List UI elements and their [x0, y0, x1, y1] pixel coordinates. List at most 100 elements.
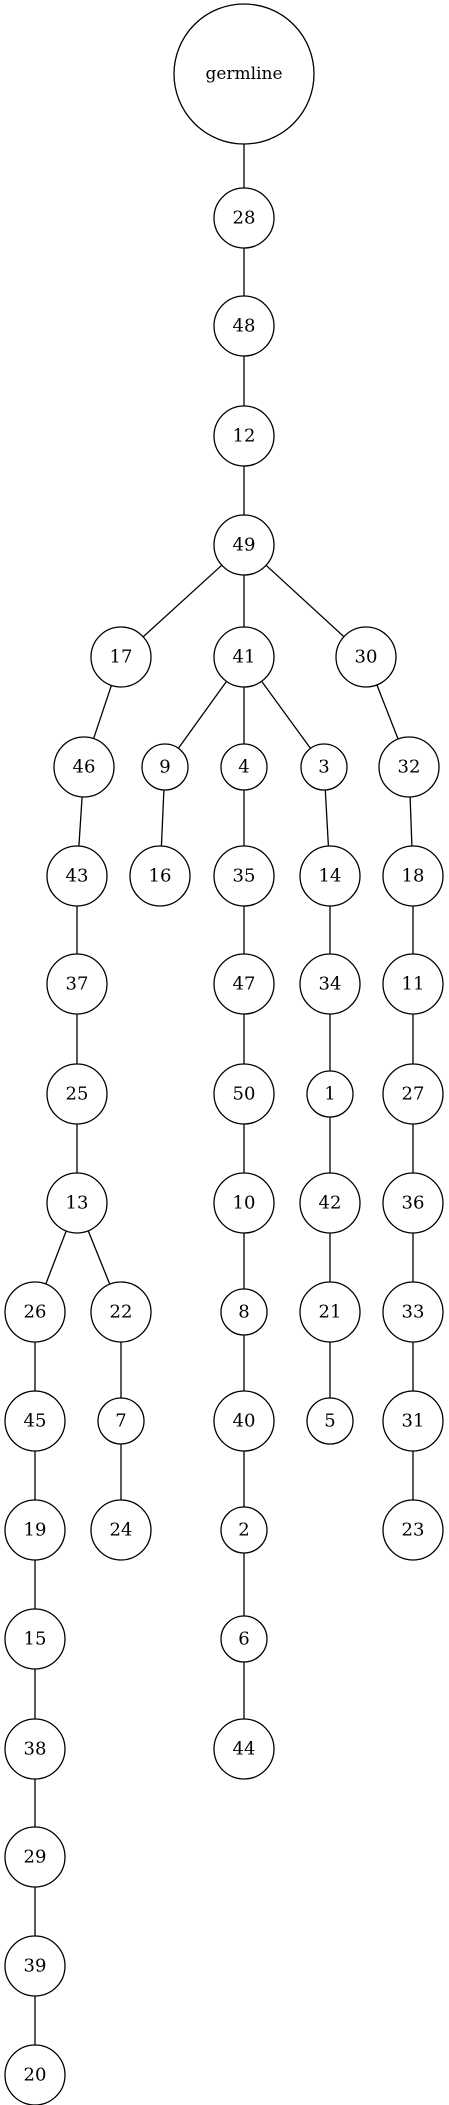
tree-node-48: 48 — [213, 295, 275, 357]
edge-13-22 — [87, 1230, 111, 1285]
tree-node-29: 29 — [4, 1826, 66, 1888]
node-label: 29 — [24, 1847, 47, 1868]
node-circle — [299, 845, 361, 907]
node-circle — [213, 187, 275, 249]
node-circle — [4, 1281, 66, 1343]
edge-17-46 — [92, 685, 113, 739]
node-label: 12 — [233, 426, 256, 447]
tree-node-5: 5 — [306, 1397, 354, 1445]
node-label: 24 — [110, 1520, 133, 1541]
tree-node-39: 39 — [4, 1935, 66, 1997]
tree-node-43: 43 — [46, 845, 108, 907]
node-circle — [141, 743, 189, 791]
node-label: 30 — [355, 647, 378, 668]
node-label: 26 — [24, 1302, 47, 1323]
node-circle — [306, 1397, 354, 1445]
node-label: 32 — [398, 757, 421, 778]
node-circle — [382, 1499, 444, 1561]
node-label: 9 — [159, 757, 170, 778]
tree-node-37: 37 — [46, 953, 108, 1015]
node-circle — [4, 1826, 66, 1888]
edge-32-18 — [409, 796, 413, 847]
node-circle — [220, 743, 268, 791]
tree-node-10: 10 — [213, 1172, 275, 1234]
tree-node-36: 36 — [382, 1172, 444, 1234]
tree-node-24: 24 — [90, 1499, 152, 1561]
node-circle — [382, 1172, 444, 1234]
tree-node-45: 45 — [4, 1390, 66, 1452]
tree-node-21: 21 — [299, 1281, 361, 1343]
node-circle — [378, 736, 440, 798]
node-circle — [299, 1172, 361, 1234]
node-label: 10 — [233, 1193, 256, 1214]
node-label: 37 — [66, 974, 89, 995]
node-label: 47 — [233, 974, 256, 995]
node-circle — [90, 626, 152, 688]
tree-node-germline: germline — [173, 3, 315, 145]
node-circle — [4, 1935, 66, 1997]
node-label: 44 — [233, 1739, 256, 1760]
tree-node-30: 30 — [335, 626, 397, 688]
node-circle — [220, 1615, 268, 1663]
tree-node-7: 7 — [97, 1397, 145, 1445]
edge-49-30 — [265, 564, 345, 638]
tree-node-23: 23 — [382, 1499, 444, 1561]
tree-node-28: 28 — [213, 187, 275, 249]
tree-node-8: 8 — [220, 1288, 268, 1336]
tree-node-18: 18 — [382, 845, 444, 907]
node-label: 34 — [319, 974, 342, 995]
edge-9-16 — [160, 789, 165, 847]
node-circle — [46, 845, 108, 907]
node-label: 17 — [110, 647, 133, 668]
tree-node-35: 35 — [213, 845, 275, 907]
node-label: 46 — [73, 757, 96, 778]
edge-41-3 — [261, 680, 312, 749]
tree-node-33: 33 — [382, 1281, 444, 1343]
node-circle — [220, 1506, 268, 1554]
tree-node-20: 20 — [4, 2044, 66, 2105]
node-label: 35 — [233, 866, 256, 887]
node-label: 48 — [233, 316, 256, 337]
tree-node-25: 25 — [46, 1063, 108, 1125]
node-circle — [213, 514, 275, 576]
tree-node-26: 26 — [4, 1281, 66, 1343]
node-circle — [4, 1390, 66, 1452]
tree-node-6: 6 — [220, 1615, 268, 1663]
tree-node-34: 34 — [299, 953, 361, 1015]
tree-node-49: 49 — [213, 514, 275, 576]
tree-node-40: 40 — [213, 1390, 275, 1452]
tree-node-47: 47 — [213, 953, 275, 1015]
tree-node-41: 41 — [213, 626, 275, 688]
tree-node-27: 27 — [382, 1063, 444, 1125]
node-label: 2 — [238, 1520, 249, 1541]
tree-node-13: 13 — [46, 1172, 108, 1234]
node-circle — [97, 1397, 145, 1445]
node-circle — [213, 1172, 275, 1234]
node-circle — [173, 3, 315, 145]
node-label: 4 — [238, 757, 249, 778]
node-label: 50 — [233, 1084, 256, 1105]
node-label: 13 — [66, 1193, 89, 1214]
node-label: 21 — [319, 1302, 342, 1323]
node-circle — [46, 1063, 108, 1125]
tree-node-15: 15 — [4, 1608, 66, 1670]
node-label: 27 — [402, 1084, 425, 1105]
node-circle — [213, 1063, 275, 1125]
tree-node-9: 9 — [141, 743, 189, 791]
node-label: germline — [205, 64, 282, 84]
node-label: 31 — [402, 1411, 425, 1432]
node-label: 6 — [238, 1629, 249, 1650]
node-circle — [90, 1281, 152, 1343]
node-circle — [129, 845, 191, 907]
node-label: 15 — [24, 1629, 47, 1650]
node-circle — [382, 953, 444, 1015]
node-circle — [335, 626, 397, 688]
node-label: 11 — [402, 974, 425, 995]
node-circle — [4, 1608, 66, 1670]
node-circle — [382, 1281, 444, 1343]
node-label: 40 — [233, 1411, 256, 1432]
node-circle — [213, 626, 275, 688]
node-circle — [382, 845, 444, 907]
